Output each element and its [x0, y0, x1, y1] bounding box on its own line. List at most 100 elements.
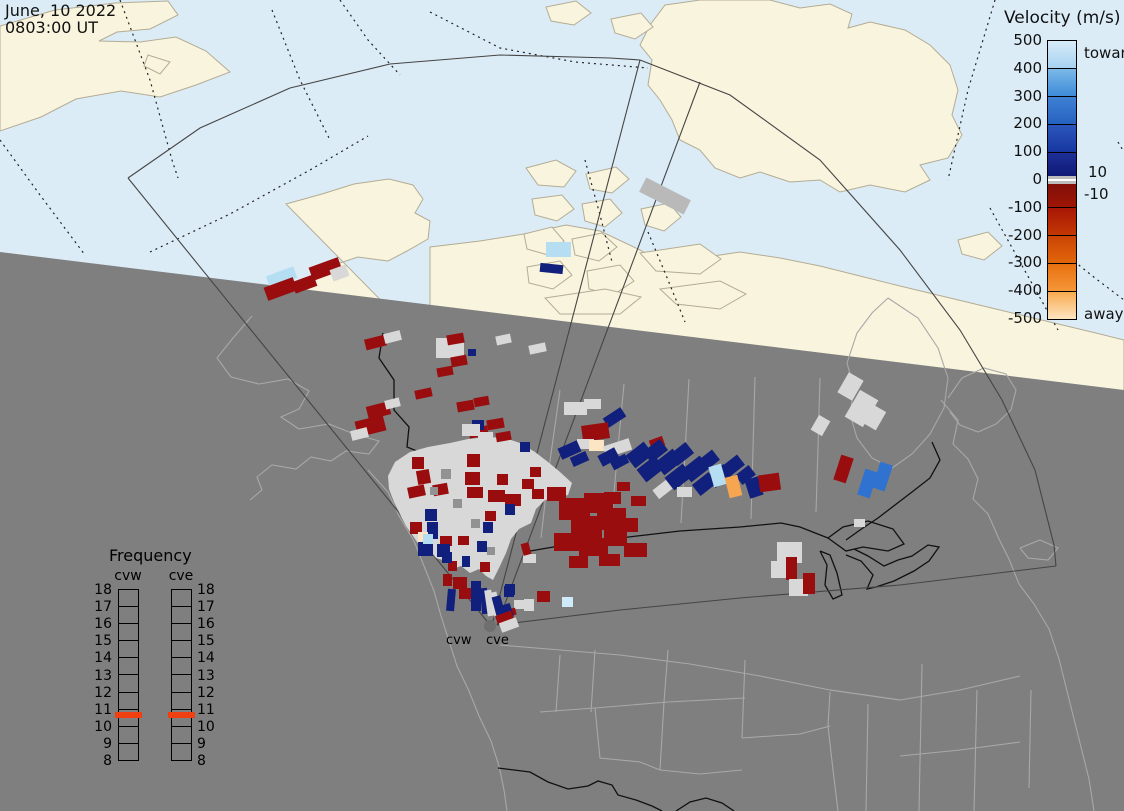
frequency-cell [119, 710, 138, 727]
velocity-cell [639, 177, 691, 215]
velocity-tick: -300 [1007, 253, 1042, 272]
velocity-tick: -500 [1007, 309, 1042, 327]
time-label: 0803:00 UT [5, 18, 99, 37]
velocity-cell [652, 479, 673, 500]
radar-fov-boundary [639, 59, 1057, 567]
day-landmass [571, 232, 618, 262]
velocity-cell [677, 487, 692, 497]
coastline [659, 769, 743, 775]
coastline [367, 469, 508, 811]
velocity-scale-segment [1048, 180, 1076, 209]
velocity-cell [522, 479, 534, 489]
velocity-cell [471, 519, 480, 528]
frequency-tick: 10 [94, 718, 112, 735]
border-line [845, 544, 941, 590]
day-landmass [581, 198, 623, 228]
velocity-cell [604, 530, 627, 546]
velocity-cell [557, 440, 582, 460]
velocity-cell [446, 588, 456, 612]
velocity-cell [440, 536, 452, 546]
velocity-tick: -400 [1007, 281, 1042, 300]
coastline [865, 703, 869, 811]
day-landmass [585, 166, 630, 194]
velocity-cell [735, 465, 756, 485]
frequency-tick: 12 [197, 684, 215, 701]
plus10-label: 10 [1088, 163, 1108, 181]
frequency-marker [115, 712, 142, 718]
velocity-scale-segment [1048, 41, 1076, 69]
frequency-tick: 11 [94, 701, 112, 718]
day-landmass [610, 12, 654, 40]
velocity-cell [442, 552, 452, 563]
coastline [973, 689, 978, 811]
magnetic-graticule [271, 9, 331, 141]
day-landmass [143, 54, 171, 75]
magnetic-graticule [947, 0, 996, 181]
velocity-cell [484, 589, 495, 617]
velocity-cell [833, 454, 854, 484]
velocity-cell [562, 597, 573, 607]
velocity-cell [410, 522, 422, 534]
velocity-cell [520, 442, 530, 452]
velocity-cell [504, 586, 514, 597]
velocity-cell [579, 538, 608, 556]
coastline [1028, 689, 1032, 789]
velocity-tick: 200 [1013, 114, 1042, 133]
frequency-tick: 15 [197, 633, 215, 650]
velocity-cell [757, 472, 782, 493]
velocity-cell [488, 490, 505, 502]
velocity-cell [483, 522, 493, 533]
velocity-cell [458, 536, 469, 545]
radar-fov-boundary [127, 54, 641, 179]
magnetic-graticule [119, 0, 179, 179]
velocity-cell [569, 556, 588, 568]
radar-label-cvw: cvw [446, 633, 472, 648]
velocity-cell [462, 424, 480, 436]
velocity-cell [495, 333, 512, 346]
velocity-cell [453, 499, 462, 508]
frequency-cell [119, 624, 138, 642]
frequency-tick: 8 [197, 753, 206, 769]
frequency-cell [172, 727, 191, 744]
velocity-cell [520, 542, 532, 556]
frequency-bar-cvw [118, 589, 139, 761]
border-line [819, 550, 843, 600]
velocity-cell [569, 450, 590, 468]
velocity-cell [453, 577, 467, 589]
coastline [829, 675, 1021, 701]
velocity-cell [625, 441, 654, 469]
frequency-tick: 13 [197, 667, 215, 684]
coastline [594, 707, 661, 771]
velocity-cell [498, 617, 520, 633]
magnetic-graticule [339, 0, 401, 76]
velocity-cell [468, 349, 476, 356]
frequency-cell [119, 590, 138, 608]
frequency-cell [119, 607, 138, 625]
velocity-cell [537, 591, 550, 602]
frequency-cell [172, 658, 191, 676]
velocity-scale-segment [1048, 96, 1076, 125]
frequency-tick: 14 [94, 650, 112, 667]
toward-label: toward [1084, 44, 1124, 62]
velocity-cell [448, 561, 457, 571]
velocity-cell [478, 432, 493, 442]
frequency-bar-cve [171, 589, 192, 761]
velocity-cell [308, 257, 343, 281]
frequency-cell [119, 727, 138, 744]
velocity-cell [523, 554, 536, 563]
velocity-cell [532, 489, 544, 499]
coastline [827, 691, 839, 811]
ground-scatter-blob [388, 437, 572, 580]
frequency-cell [172, 693, 191, 710]
velocity-cell [554, 533, 581, 551]
velocity-tick: -200 [1007, 225, 1042, 244]
velocity-cell [604, 492, 621, 504]
velocity-cell [467, 454, 480, 467]
frequency-tick: 14 [197, 650, 215, 667]
velocity-cell [803, 573, 815, 594]
coastline [1019, 539, 1059, 561]
frequency-tick: 9 [103, 735, 112, 752]
velocity-cell [514, 600, 524, 609]
coastline [590, 649, 596, 713]
velocity-cell [564, 402, 587, 415]
